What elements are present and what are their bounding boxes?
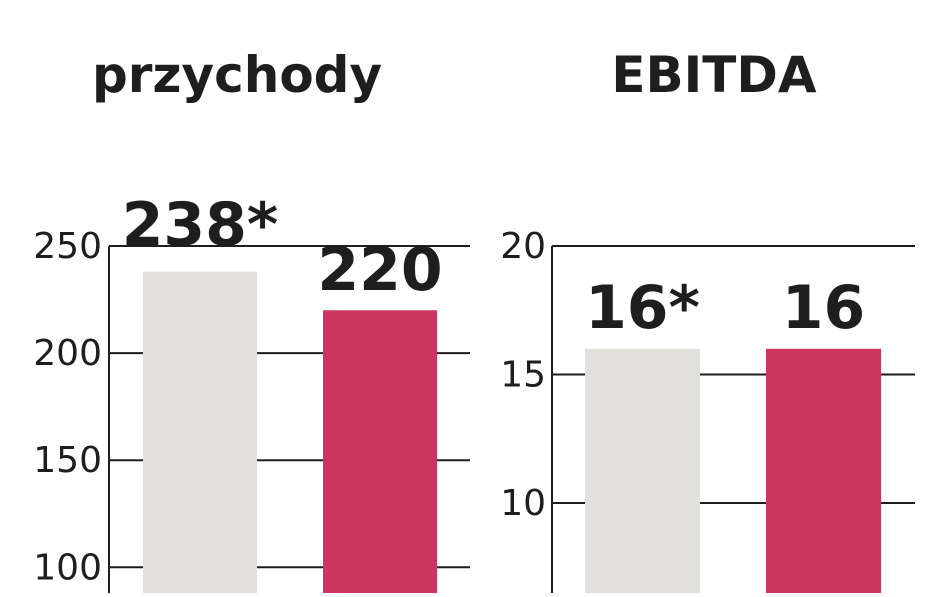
y-tick-label: 10 [500,483,546,524]
data-label: 220 [317,235,442,305]
y-tick-label: 250 [33,226,102,267]
data-label: 238* [122,190,279,260]
data-label: 16* [585,273,700,343]
bar [323,310,437,593]
chart-title: EBITDA [611,46,816,104]
y-tick-label: 100 [33,547,102,588]
y-tick-label: 150 [33,440,102,481]
chart-title: przychody [92,46,382,104]
data-label: 16 [782,273,866,343]
bar [585,348,700,593]
y-tick-label: 200 [33,333,102,374]
bar [766,348,881,593]
y-tick-label: 15 [500,355,546,396]
bar [143,271,257,593]
y-tick-label: 20 [500,226,546,267]
